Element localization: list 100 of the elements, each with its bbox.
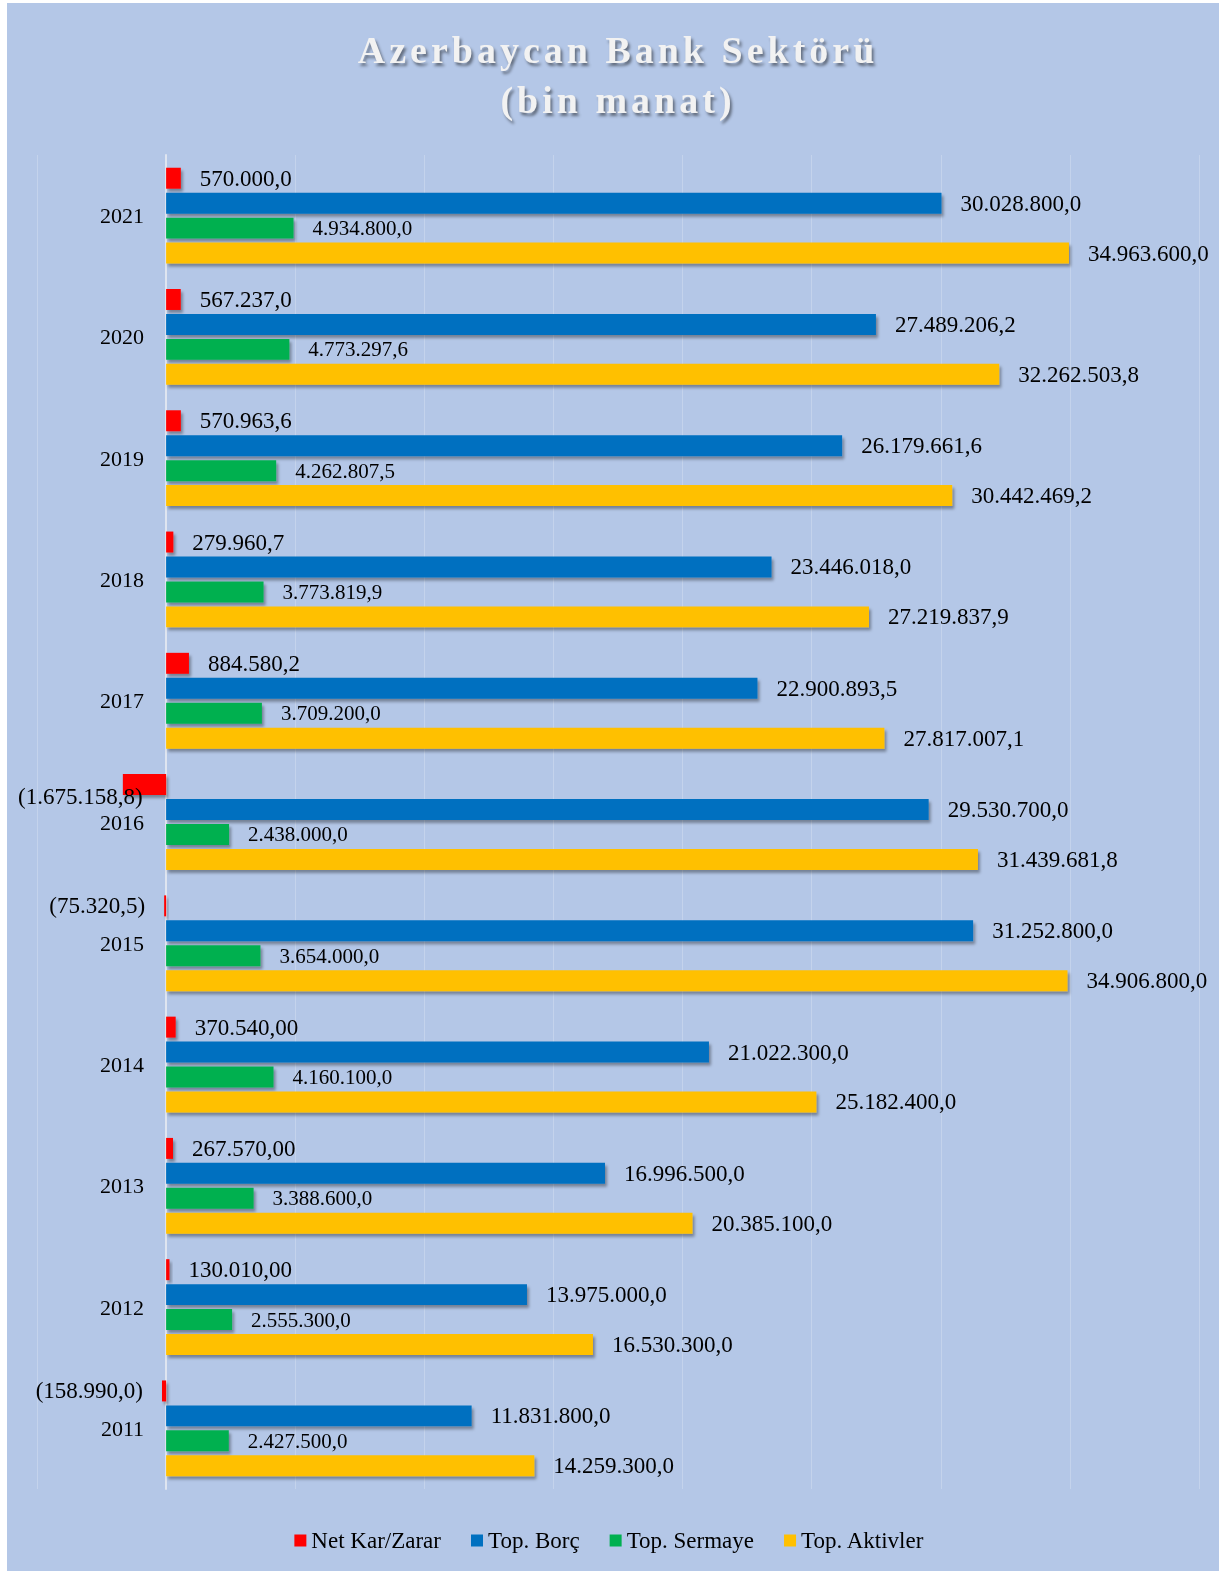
bar <box>166 338 290 360</box>
data-label: 4.160.100,0 <box>292 1065 393 1090</box>
bar <box>166 410 181 432</box>
data-label: 2.438.000,0 <box>248 822 348 847</box>
legend-label: Top. Sermaye <box>626 1528 755 1553</box>
data-label: 20.385.100,0 <box>711 1210 833 1236</box>
data-label: 279.960,7 <box>192 529 285 555</box>
y-tick-label: 2018 <box>100 566 145 592</box>
data-label: 14.259.300,0 <box>553 1453 675 1479</box>
bar <box>166 1309 233 1331</box>
data-label: 4.262.807,5 <box>295 458 395 483</box>
y-tick-label: 2013 <box>100 1173 145 1199</box>
data-label: 31.439.681,8 <box>996 846 1118 872</box>
bar <box>166 727 885 749</box>
bar <box>166 556 772 578</box>
bar <box>166 1259 170 1281</box>
data-label: 370.540,00 <box>194 1014 299 1040</box>
data-label: 30.442.469,2 <box>971 483 1092 509</box>
bar <box>166 217 294 239</box>
bar <box>166 677 758 699</box>
bar <box>166 1187 254 1209</box>
data-label: 16.996.500,0 <box>624 1160 745 1186</box>
bar <box>166 1455 535 1477</box>
y-tick-label: 2017 <box>100 688 145 714</box>
data-label: 21.022.300,0 <box>727 1039 849 1065</box>
data-label: 16.530.300,0 <box>611 1332 733 1358</box>
bar <box>166 920 974 942</box>
legend-label: Net Kar/Zarar <box>311 1528 442 1553</box>
data-label: 25.182.400,0 <box>835 1089 957 1115</box>
legend-label: Top. Borç <box>487 1528 580 1553</box>
bar <box>162 1380 167 1402</box>
bar <box>166 1016 176 1038</box>
y-tick-label: 2015 <box>100 930 145 956</box>
bar <box>166 1212 693 1234</box>
data-label: 27.817.007,1 <box>903 725 1025 751</box>
data-label: 267.570,00 <box>192 1135 296 1161</box>
data-label: 2.555.300,0 <box>251 1307 351 1332</box>
data-label: 3.654.000,0 <box>279 943 380 968</box>
bar <box>166 848 978 870</box>
y-tick-label: 2019 <box>100 445 145 471</box>
bar <box>166 1091 817 1113</box>
y-tick-label: 2016 <box>100 809 145 835</box>
data-label: (75.320,5) <box>49 893 146 919</box>
bar <box>166 363 1000 385</box>
y-tick-label: 2020 <box>100 324 145 350</box>
bar <box>166 485 953 507</box>
bar <box>166 1066 274 1088</box>
data-label: 4.934.800,0 <box>312 216 413 241</box>
data-label: 884.580,2 <box>207 650 300 676</box>
data-label: 4.773.297,6 <box>308 337 409 362</box>
bar <box>166 1334 593 1355</box>
bar <box>166 460 277 482</box>
bar <box>166 581 264 603</box>
data-label: (1.675.158,8) <box>18 783 143 809</box>
data-label: 27.219.837,9 <box>887 604 1009 630</box>
y-tick-label: 2014 <box>100 1052 145 1078</box>
bar <box>166 823 230 845</box>
bar <box>166 531 174 553</box>
bar <box>166 1137 174 1159</box>
data-label: 3.709.200,0 <box>280 701 381 726</box>
bar <box>166 606 869 628</box>
data-label: 34.906.800,0 <box>1086 968 1208 994</box>
bar <box>166 192 942 214</box>
data-label: 2.427.500,0 <box>247 1428 348 1453</box>
data-label: 570.000,0 <box>199 165 292 191</box>
chart-title: Azerbaycan Bank Sektörü <box>357 28 879 73</box>
bar <box>166 1405 472 1427</box>
bar <box>166 945 261 967</box>
bar <box>166 435 843 457</box>
data-label: 22.900.893,5 <box>776 675 898 701</box>
data-label: (158.990,0) <box>35 1378 144 1404</box>
data-label: 11.831.800,0 <box>490 1403 611 1429</box>
data-label: 27.489.206,2 <box>894 311 1016 337</box>
data-label: 130.010,00 <box>188 1257 292 1283</box>
bar <box>166 242 1069 264</box>
data-label: 31.252.800,0 <box>992 918 1113 944</box>
y-tick-label: 2012 <box>100 1294 145 1320</box>
chart-subtitle: (bin manat) <box>500 78 736 123</box>
data-label: 26.179.661,6 <box>861 433 982 459</box>
data-label: 23.446.018,0 <box>790 554 912 580</box>
bar <box>166 289 181 310</box>
bar <box>166 1430 229 1452</box>
bar <box>166 1284 527 1306</box>
data-label: 13.975.000,0 <box>545 1282 667 1308</box>
bar <box>166 313 876 335</box>
data-label: 3.773.819,9 <box>282 579 383 604</box>
data-label: 567.237,0 <box>199 286 292 312</box>
bar <box>166 652 189 674</box>
bar <box>166 1041 709 1063</box>
bar <box>166 702 262 724</box>
bar <box>166 799 929 821</box>
y-tick-label: 2011 <box>100 1415 145 1441</box>
data-label: 30.028.800,0 <box>960 190 1082 216</box>
bar <box>166 1162 605 1184</box>
data-label: 3.388.600,0 <box>272 1186 373 1211</box>
y-tick-label: 2021 <box>100 203 145 229</box>
bar <box>166 970 1068 992</box>
bar <box>166 167 181 189</box>
data-label: 34.963.600,0 <box>1087 240 1209 266</box>
legend-label: Top. Aktivler <box>801 1528 924 1553</box>
